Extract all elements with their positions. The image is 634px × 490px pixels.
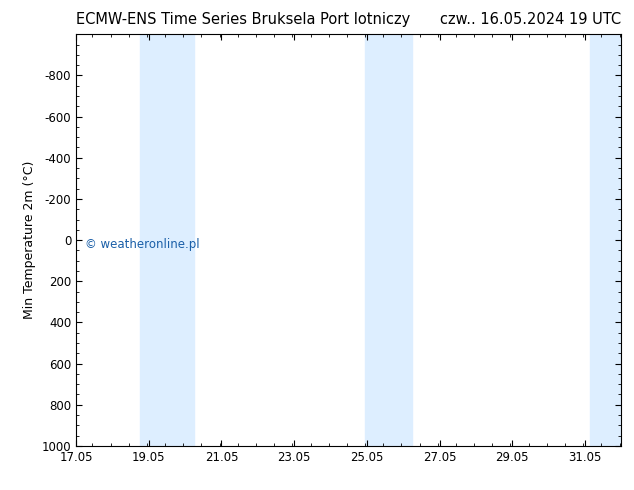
Bar	[365, 34, 412, 446]
Bar	[590, 34, 621, 446]
Text: ECMW-ENS Time Series Bruksela Port lotniczy: ECMW-ENS Time Series Bruksela Port lotni…	[76, 12, 410, 27]
Bar	[139, 34, 194, 446]
Text: czw.. 16.05.2024 19 UTC: czw.. 16.05.2024 19 UTC	[440, 12, 621, 27]
Y-axis label: Min Temperature 2m (°C): Min Temperature 2m (°C)	[23, 161, 36, 319]
Text: © weatheronline.pl: © weatheronline.pl	[85, 238, 200, 251]
